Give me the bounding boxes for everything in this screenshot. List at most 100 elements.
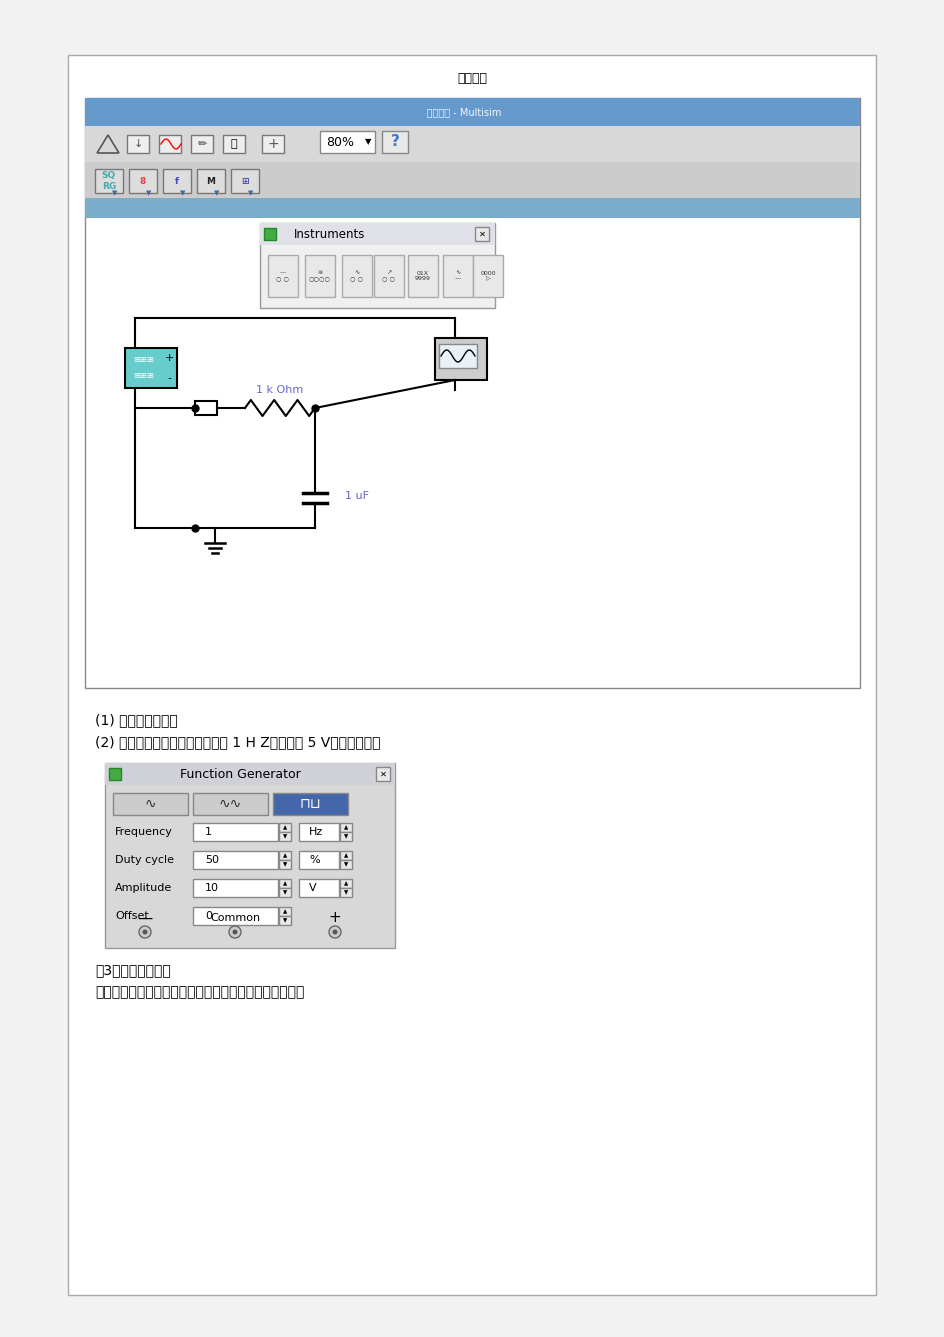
Bar: [159, 135, 181, 152]
Bar: [193, 906, 278, 925]
Bar: [439, 344, 477, 368]
Text: ⊞⊞⊞: ⊞⊞⊞: [133, 356, 154, 365]
Text: M: M: [207, 176, 215, 186]
Text: Instruments: Instruments: [294, 227, 365, 241]
Bar: [340, 832, 351, 841]
Text: Frequency: Frequency: [115, 828, 173, 837]
Text: ∿∿: ∿∿: [218, 797, 242, 812]
Text: —
○ ○: — ○ ○: [277, 270, 289, 281]
Text: +: +: [267, 136, 278, 151]
Bar: [85, 98, 859, 689]
Text: 10: 10: [205, 882, 219, 893]
Text: ▼: ▼: [146, 190, 152, 197]
Bar: [193, 878, 278, 897]
Text: ⊞⊞⊞: ⊞⊞⊞: [133, 372, 154, 381]
Text: Amplitude: Amplitude: [115, 882, 172, 893]
Bar: [340, 824, 351, 832]
Bar: [340, 850, 351, 860]
Text: 0000
▷: 0000 ▷: [480, 270, 496, 281]
Bar: [85, 98, 859, 126]
Text: ▲: ▲: [282, 853, 287, 858]
Text: ▼: ▼: [344, 862, 347, 866]
Text: f: f: [175, 176, 178, 186]
Bar: [342, 255, 372, 297]
Text: 积分电路 - Multisim: 积分电路 - Multisim: [411, 107, 532, 118]
Text: ▼: ▼: [282, 834, 287, 840]
Text: ▼: ▼: [248, 190, 253, 197]
Text: ≋
○○○○: ≋ ○○○○: [309, 270, 330, 281]
Text: ▼: ▼: [282, 919, 287, 923]
Bar: [261, 135, 284, 152]
Bar: [125, 348, 177, 388]
Text: +: +: [329, 910, 341, 925]
Text: ∿
○ ○: ∿ ○ ○: [350, 270, 363, 281]
Text: —: —: [137, 910, 153, 925]
Bar: [376, 767, 390, 781]
Bar: [193, 850, 278, 869]
Text: ▲: ▲: [282, 881, 287, 886]
Text: (1) 按如图连接电路: (1) 按如图连接电路: [95, 713, 177, 727]
FancyBboxPatch shape: [68, 55, 875, 1296]
Text: 双击示波器图标弹出示波器面板，观察并分析示波器波形: 双击示波器图标弹出示波器面板，观察并分析示波器波形: [95, 985, 304, 999]
Text: ▼: ▼: [112, 190, 118, 197]
Text: 爱西安网: 爱西安网: [457, 71, 486, 84]
Bar: [278, 878, 291, 888]
Text: -: -: [167, 373, 171, 382]
Bar: [85, 126, 859, 162]
Text: SQ
RG: SQ RG: [102, 171, 116, 191]
Bar: [298, 850, 339, 869]
Bar: [162, 168, 191, 193]
Bar: [196, 168, 225, 193]
Text: Offset: Offset: [115, 910, 148, 921]
Text: Duty cycle: Duty cycle: [115, 854, 174, 865]
Text: (2) 设置信号发生器的输出频率为 1 H Z，幅值为 5 V的方波，如图: (2) 设置信号发生器的输出频率为 1 H Z，幅值为 5 V的方波，如图: [95, 735, 380, 749]
Bar: [191, 135, 212, 152]
Bar: [268, 255, 297, 297]
Text: Function Generator: Function Generator: [179, 767, 300, 781]
Text: ▲: ▲: [344, 825, 347, 830]
Text: ▼: ▼: [180, 190, 185, 197]
Text: ✕: ✕: [478, 230, 485, 238]
Text: 01X
9999: 01X 9999: [414, 270, 430, 281]
Circle shape: [143, 929, 147, 935]
Text: 🔍: 🔍: [230, 139, 237, 148]
Bar: [473, 255, 502, 297]
Bar: [260, 223, 495, 245]
Bar: [305, 255, 334, 297]
Circle shape: [139, 927, 151, 939]
Bar: [381, 131, 408, 152]
Text: 8: 8: [140, 176, 146, 186]
Bar: [443, 255, 473, 297]
Text: ▲: ▲: [282, 825, 287, 830]
Bar: [260, 223, 495, 308]
Bar: [434, 338, 486, 380]
Circle shape: [228, 927, 241, 939]
Text: ▼: ▼: [282, 862, 287, 866]
Text: ▲: ▲: [282, 909, 287, 915]
Bar: [273, 793, 347, 816]
Bar: [320, 131, 375, 152]
Bar: [278, 824, 291, 832]
Bar: [194, 401, 217, 414]
Text: ↓: ↓: [133, 139, 143, 148]
Bar: [374, 255, 404, 297]
Text: ▲: ▲: [344, 853, 347, 858]
Bar: [340, 860, 351, 869]
Bar: [129, 168, 157, 193]
Bar: [105, 763, 395, 948]
Text: Common: Common: [210, 913, 260, 923]
Text: 1 k Ohm: 1 k Ohm: [256, 385, 303, 394]
Bar: [95, 168, 123, 193]
Text: ∿
—: ∿ —: [454, 270, 461, 281]
Bar: [298, 824, 339, 841]
Text: ▼: ▼: [344, 890, 347, 894]
Circle shape: [232, 929, 237, 935]
Text: ▼: ▼: [344, 834, 347, 840]
Bar: [109, 767, 121, 779]
Circle shape: [332, 929, 337, 935]
Bar: [278, 888, 291, 897]
Bar: [278, 850, 291, 860]
Text: ▼: ▼: [214, 190, 219, 197]
Text: 80%: 80%: [326, 135, 354, 148]
Text: +: +: [164, 353, 174, 364]
